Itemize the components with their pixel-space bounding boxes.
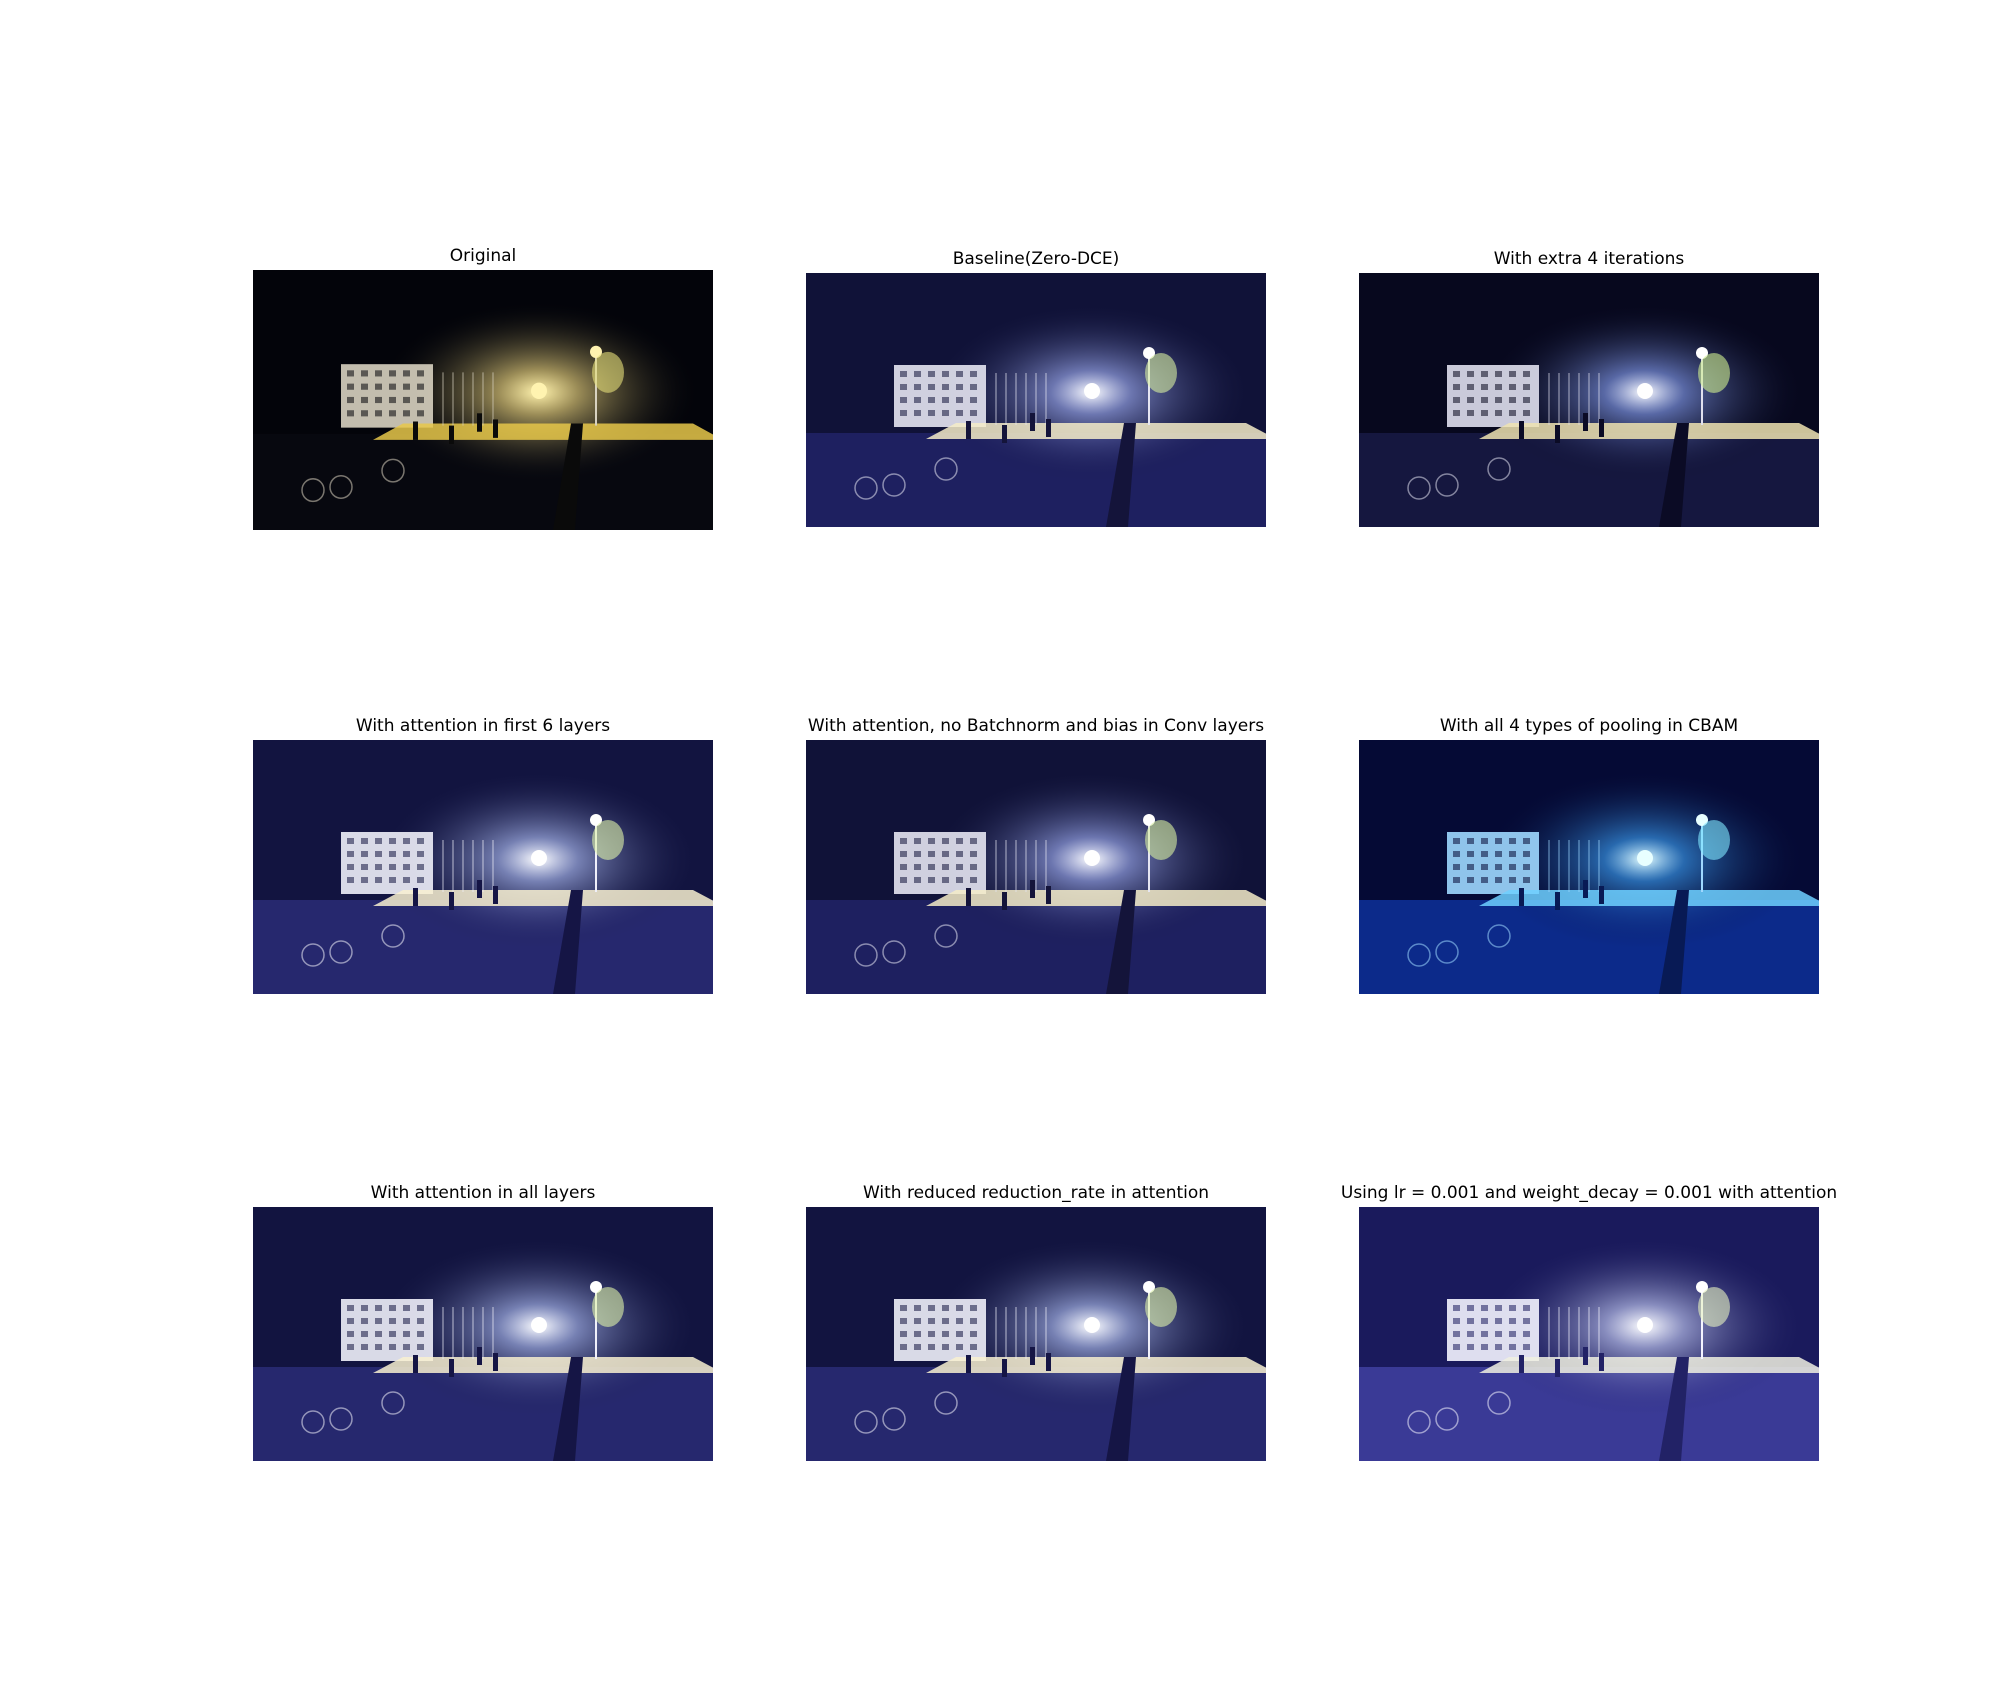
panel-title-attention-first-6: With attention in first 6 layers — [355, 716, 611, 736]
panel-image-no-batchnorm — [806, 740, 1266, 994]
panel-image-extra-iterations — [1359, 273, 1819, 527]
panel-image-original — [253, 270, 713, 530]
panel-image-attention-all — [253, 1207, 713, 1461]
panel-image-reduced-rate — [806, 1207, 1266, 1461]
panel-title-extra-iterations: With extra 4 iterations — [1493, 249, 1685, 269]
panel-image-cbam-pooling — [1359, 740, 1819, 994]
panel-title-baseline: Baseline(Zero-DCE) — [952, 249, 1120, 269]
panel-title-attention-all: With attention in all layers — [370, 1183, 596, 1203]
panel-image-lr-weight-decay — [1359, 1207, 1819, 1461]
panel-title-lr-weight-decay: Using lr = 0.001 and weight_decay = 0.00… — [1340, 1183, 1838, 1203]
panel-title-reduced-rate: With reduced reduction_rate in attention — [862, 1183, 1210, 1203]
panel-image-attention-first-6 — [253, 740, 713, 994]
panel-title-no-batchnorm: With attention, no Batchnorm and bias in… — [807, 716, 1265, 736]
panel-title-cbam-pooling: With all 4 types of pooling in CBAM — [1439, 716, 1739, 736]
panel-title-original: Original — [449, 246, 517, 266]
panel-image-baseline — [806, 273, 1266, 527]
